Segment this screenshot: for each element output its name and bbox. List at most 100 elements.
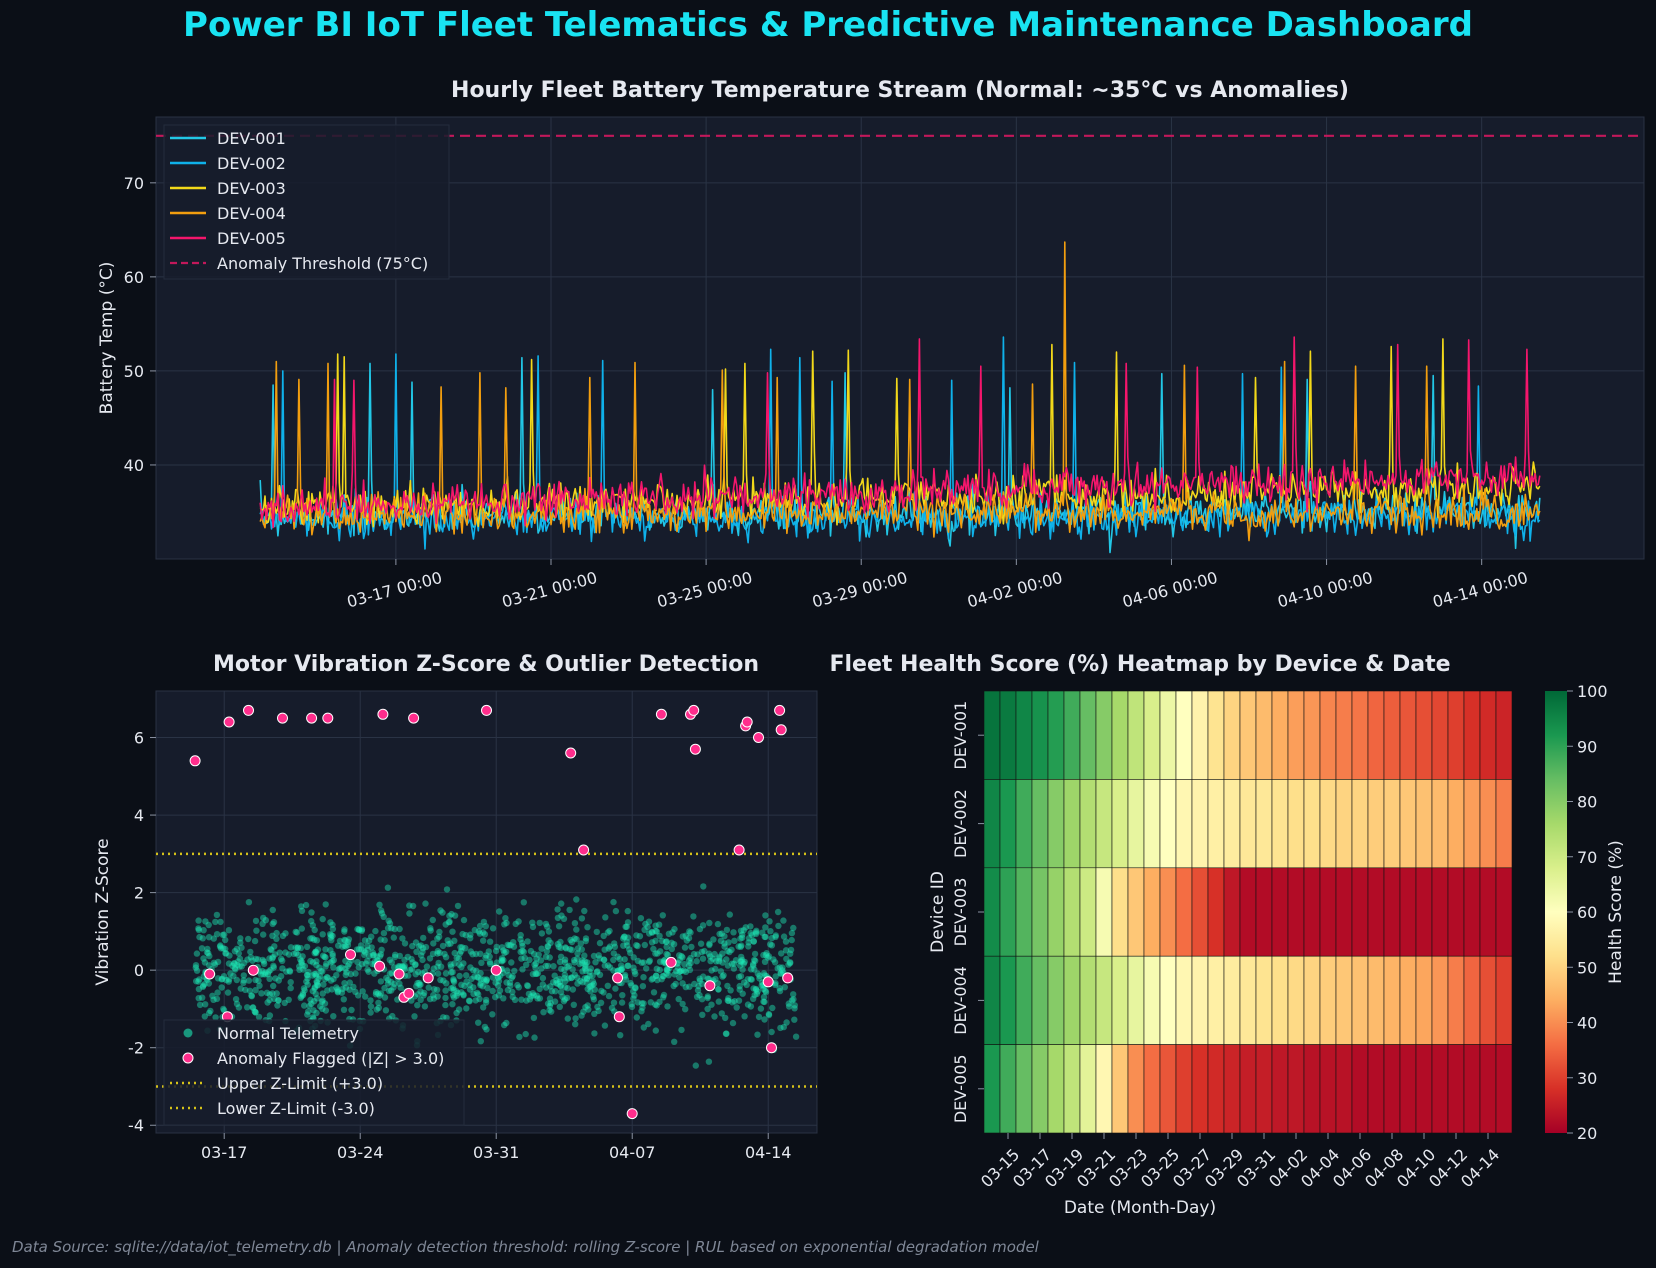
vibration-normal-point <box>212 918 219 926</box>
vibration-normal-point <box>768 1028 775 1036</box>
vibration-normal-point <box>412 971 419 978</box>
heatmap-cell <box>1351 690 1369 780</box>
vibration-normal-point <box>498 957 505 964</box>
vibration-normal-point <box>406 910 413 917</box>
heatmap-cell <box>1431 690 1449 780</box>
vibration-normal-point <box>698 996 706 1003</box>
vibration-normal-point <box>226 952 233 959</box>
vibration-normal-point <box>664 951 672 959</box>
vibration-normal-point <box>364 942 371 950</box>
vibration-normal-point <box>313 970 320 977</box>
vibration-normal-point <box>458 948 465 955</box>
vibration-normal-point <box>600 989 607 996</box>
vibration-normal-point <box>741 958 748 966</box>
vibration-normal-point <box>762 933 769 941</box>
vibration-normal-point <box>780 917 787 924</box>
battery-x-tick-label: 03-25 00:00 <box>655 568 754 612</box>
vibration-normal-point <box>477 976 484 983</box>
vibration-normal-point <box>346 960 353 968</box>
vibration-normal-point <box>416 979 423 987</box>
vibration-normal-point <box>335 942 342 949</box>
vibration-normal-point <box>427 925 434 932</box>
vibration-normal-point <box>214 958 222 966</box>
vibration-normal-point <box>389 1012 396 1020</box>
vibration-normal-point <box>447 963 455 970</box>
vibration-normal-point <box>750 995 757 1002</box>
vibration-normal-point <box>560 998 568 1005</box>
heatmap-cell <box>1079 690 1097 780</box>
vibration-normal-point <box>473 989 481 997</box>
vibration-normal-point <box>316 973 324 980</box>
vibration-normal-point <box>536 985 543 993</box>
vibration-normal-point <box>311 984 319 991</box>
vibration-normal-point <box>510 943 518 950</box>
vibration-normal-point <box>663 950 670 958</box>
heatmap-row-label: DEV-005 <box>951 1054 970 1123</box>
vibration-normal-point <box>624 942 631 949</box>
vibration-normal-point <box>561 966 568 973</box>
heatmap-cell <box>1047 690 1065 780</box>
vibration-normal-point <box>729 1019 737 1027</box>
vibration-normal-point <box>672 980 679 988</box>
vibration-normal-point <box>538 945 545 952</box>
vibration-normal-point <box>594 968 601 975</box>
vibration-normal-point <box>695 982 702 990</box>
vibration-normal-point <box>309 1014 316 1021</box>
vibration-normal-point <box>727 987 734 994</box>
vibration-normal-point <box>760 993 768 1001</box>
vibration-normal-point <box>220 945 227 952</box>
vibration-normal-point <box>262 969 269 976</box>
vibration-normal-point <box>755 1013 763 1021</box>
vibration-anomaly-point <box>762 976 774 988</box>
vibration-normal-point <box>322 946 329 953</box>
vibration-normal-point <box>486 938 494 945</box>
colorbar-tick-label: 80 <box>1577 793 1597 812</box>
vibration-normal-point <box>747 1003 755 1010</box>
vibration-normal-point <box>745 939 752 946</box>
vibration-normal-point <box>531 1034 538 1041</box>
vibration-normal-point <box>652 1001 659 1008</box>
vibration-normal-point <box>590 952 598 960</box>
vibration-normal-point <box>685 957 693 964</box>
vibration-normal-point <box>260 931 267 938</box>
vibration-normal-point <box>341 936 348 944</box>
vibration-normal-point <box>381 994 389 1001</box>
vibration-normal-point <box>396 963 403 970</box>
vibration-normal-point <box>584 1002 591 1009</box>
vibration-normal-point <box>434 993 441 1000</box>
vibration-normal-point <box>275 977 282 984</box>
vibration-normal-point <box>778 950 785 957</box>
vibration-normal-point <box>510 939 517 946</box>
vibration-normal-point <box>369 952 377 959</box>
vibration-normal-point <box>630 954 637 961</box>
vibration-normal-point <box>436 949 443 956</box>
vibration-normal-point <box>330 975 337 983</box>
vibration-normal-point <box>205 950 212 957</box>
vibration-normal-point <box>582 963 589 970</box>
vibration-normal-point <box>317 1003 324 1010</box>
vibration-normal-point <box>648 976 655 983</box>
vibration-normal-point <box>737 973 745 980</box>
vibration-normal-point <box>391 925 398 933</box>
vibration-normal-point <box>292 928 299 936</box>
vibration-normal-point <box>472 950 480 958</box>
vibration-normal-point <box>511 967 518 975</box>
vibration-normal-point <box>550 963 557 970</box>
heatmap-cell <box>1143 1044 1161 1134</box>
vibration-normal-point <box>313 979 321 986</box>
vibration-normal-point <box>529 970 537 978</box>
vibration-normal-point <box>546 1002 554 1010</box>
vibration-normal-point <box>732 957 740 964</box>
heatmap-cell <box>1223 690 1241 780</box>
vibration-normal-point <box>308 909 315 916</box>
vibration-normal-point <box>770 956 777 963</box>
heatmap-cell <box>1159 690 1177 780</box>
vibration-normal-point <box>517 936 524 943</box>
vibration-normal-point <box>751 956 758 964</box>
vibration-normal-point <box>693 958 700 965</box>
vibration-normal-point <box>617 1032 624 1039</box>
vibration-normal-point <box>480 976 488 983</box>
vibration-x-tick-label: 04-14 <box>745 1143 792 1162</box>
heatmap-cell <box>1095 867 1113 957</box>
vibration-normal-point <box>484 984 491 992</box>
